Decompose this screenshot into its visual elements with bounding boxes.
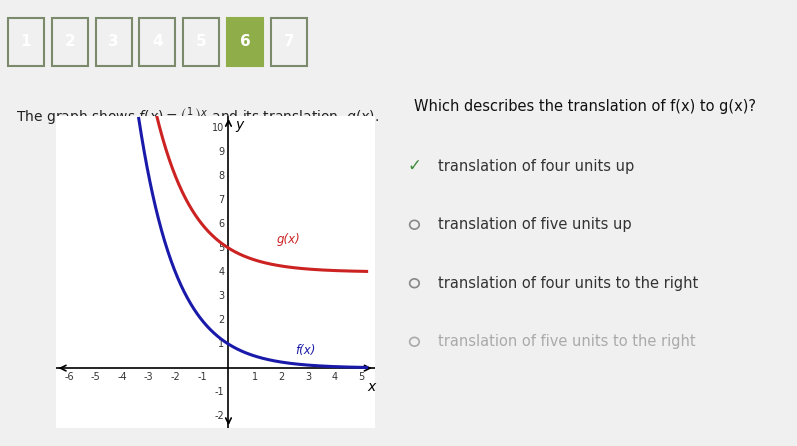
Bar [139, 18, 175, 66]
Text: 7: 7 [284, 34, 294, 49]
Text: y: y [235, 118, 243, 132]
Text: 2: 2 [218, 315, 225, 325]
Text: -1: -1 [197, 372, 206, 382]
Text: 8: 8 [218, 171, 225, 181]
Text: Which describes the translation of f(x) to g(x)?: Which describes the translation of f(x) … [414, 99, 756, 114]
Text: 5: 5 [218, 243, 225, 253]
Bar [227, 18, 263, 66]
Text: 4: 4 [152, 34, 163, 49]
Bar [183, 18, 219, 66]
Text: -1: -1 [215, 387, 225, 397]
Bar [271, 18, 307, 66]
Text: translation of five units up: translation of five units up [438, 217, 632, 232]
Text: -5: -5 [91, 372, 100, 382]
Text: 2: 2 [278, 372, 285, 382]
Text: 2: 2 [65, 34, 75, 49]
Text: -2: -2 [171, 372, 180, 382]
Text: ✓: ✓ [407, 157, 422, 175]
Text: translation of four units to the right: translation of four units to the right [438, 276, 699, 291]
Text: 5: 5 [358, 372, 364, 382]
Text: -3: -3 [144, 372, 154, 382]
Text: translation of four units up: translation of four units up [438, 159, 634, 174]
Text: -4: -4 [117, 372, 127, 382]
Bar [52, 18, 88, 66]
Text: f(x): f(x) [295, 344, 316, 357]
Text: 3: 3 [305, 372, 312, 382]
Text: 9: 9 [218, 147, 225, 157]
Text: 6: 6 [240, 34, 250, 49]
Text: 4: 4 [332, 372, 338, 382]
Text: translation of five units to the right: translation of five units to the right [438, 334, 696, 349]
Bar [96, 18, 132, 66]
Text: x: x [367, 380, 376, 394]
Text: 1: 1 [21, 34, 31, 49]
Text: 1: 1 [252, 372, 258, 382]
Text: 4: 4 [218, 267, 225, 277]
Text: 1: 1 [218, 339, 225, 349]
Bar [8, 18, 44, 66]
Text: 5: 5 [196, 34, 206, 49]
Text: 6: 6 [218, 219, 225, 229]
Text: 10: 10 [212, 123, 225, 133]
Text: 3: 3 [108, 34, 119, 49]
Text: -6: -6 [65, 372, 74, 382]
Text: 7: 7 [218, 195, 225, 205]
Text: g(x): g(x) [277, 233, 300, 246]
Text: The graph shows $f(x) = \left(\frac{1}{2}\right)^x$ and its translation, $g(x)$.: The graph shows $f(x) = \left(\frac{1}{2… [16, 106, 379, 130]
Text: 3: 3 [218, 291, 225, 301]
Text: -2: -2 [214, 411, 225, 421]
